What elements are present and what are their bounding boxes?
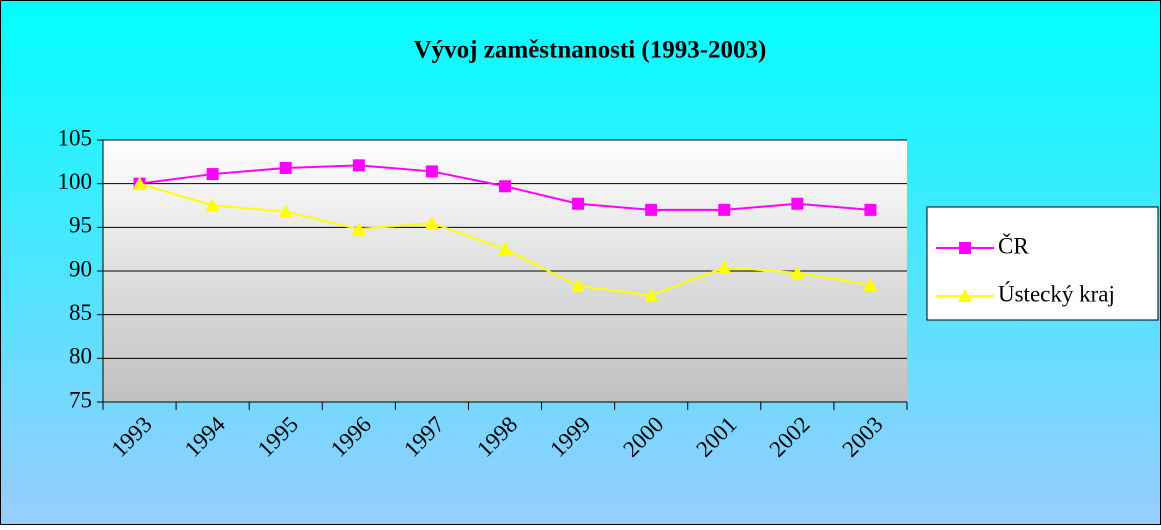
y-tick-label: 85 xyxy=(69,300,92,325)
marker xyxy=(717,260,732,274)
y-tick-label: 95 xyxy=(69,213,92,238)
marker xyxy=(571,278,586,292)
marker xyxy=(206,168,219,181)
marker xyxy=(424,215,439,229)
marker xyxy=(645,203,658,216)
chart-title: Vývoj zaměstnanosti (1993-2003) xyxy=(414,37,767,64)
marker xyxy=(864,203,877,216)
marker xyxy=(205,198,220,212)
marker xyxy=(644,288,659,302)
marker xyxy=(498,242,512,256)
legend-label: Ústecký kraj xyxy=(998,280,1115,306)
legend-marker xyxy=(959,242,971,254)
marker xyxy=(352,159,365,172)
marker xyxy=(718,203,731,216)
marker xyxy=(958,289,972,302)
y-tick-label: 75 xyxy=(69,387,92,412)
legend-label: ČR xyxy=(998,232,1029,258)
marker xyxy=(791,197,804,210)
marker xyxy=(279,161,292,174)
marker xyxy=(499,180,511,193)
marker xyxy=(425,165,438,178)
y-tick-label: 100 xyxy=(58,169,93,194)
marker xyxy=(863,277,878,291)
marker xyxy=(278,204,293,218)
marker xyxy=(790,265,805,279)
y-tick-label: 90 xyxy=(69,256,92,281)
marker xyxy=(959,242,971,254)
y-tick-label: 105 xyxy=(58,125,93,150)
marker xyxy=(351,222,366,236)
marker xyxy=(572,197,585,210)
marker xyxy=(132,176,147,190)
legend-marker xyxy=(958,289,972,302)
y-tick-label: 80 xyxy=(69,344,92,369)
